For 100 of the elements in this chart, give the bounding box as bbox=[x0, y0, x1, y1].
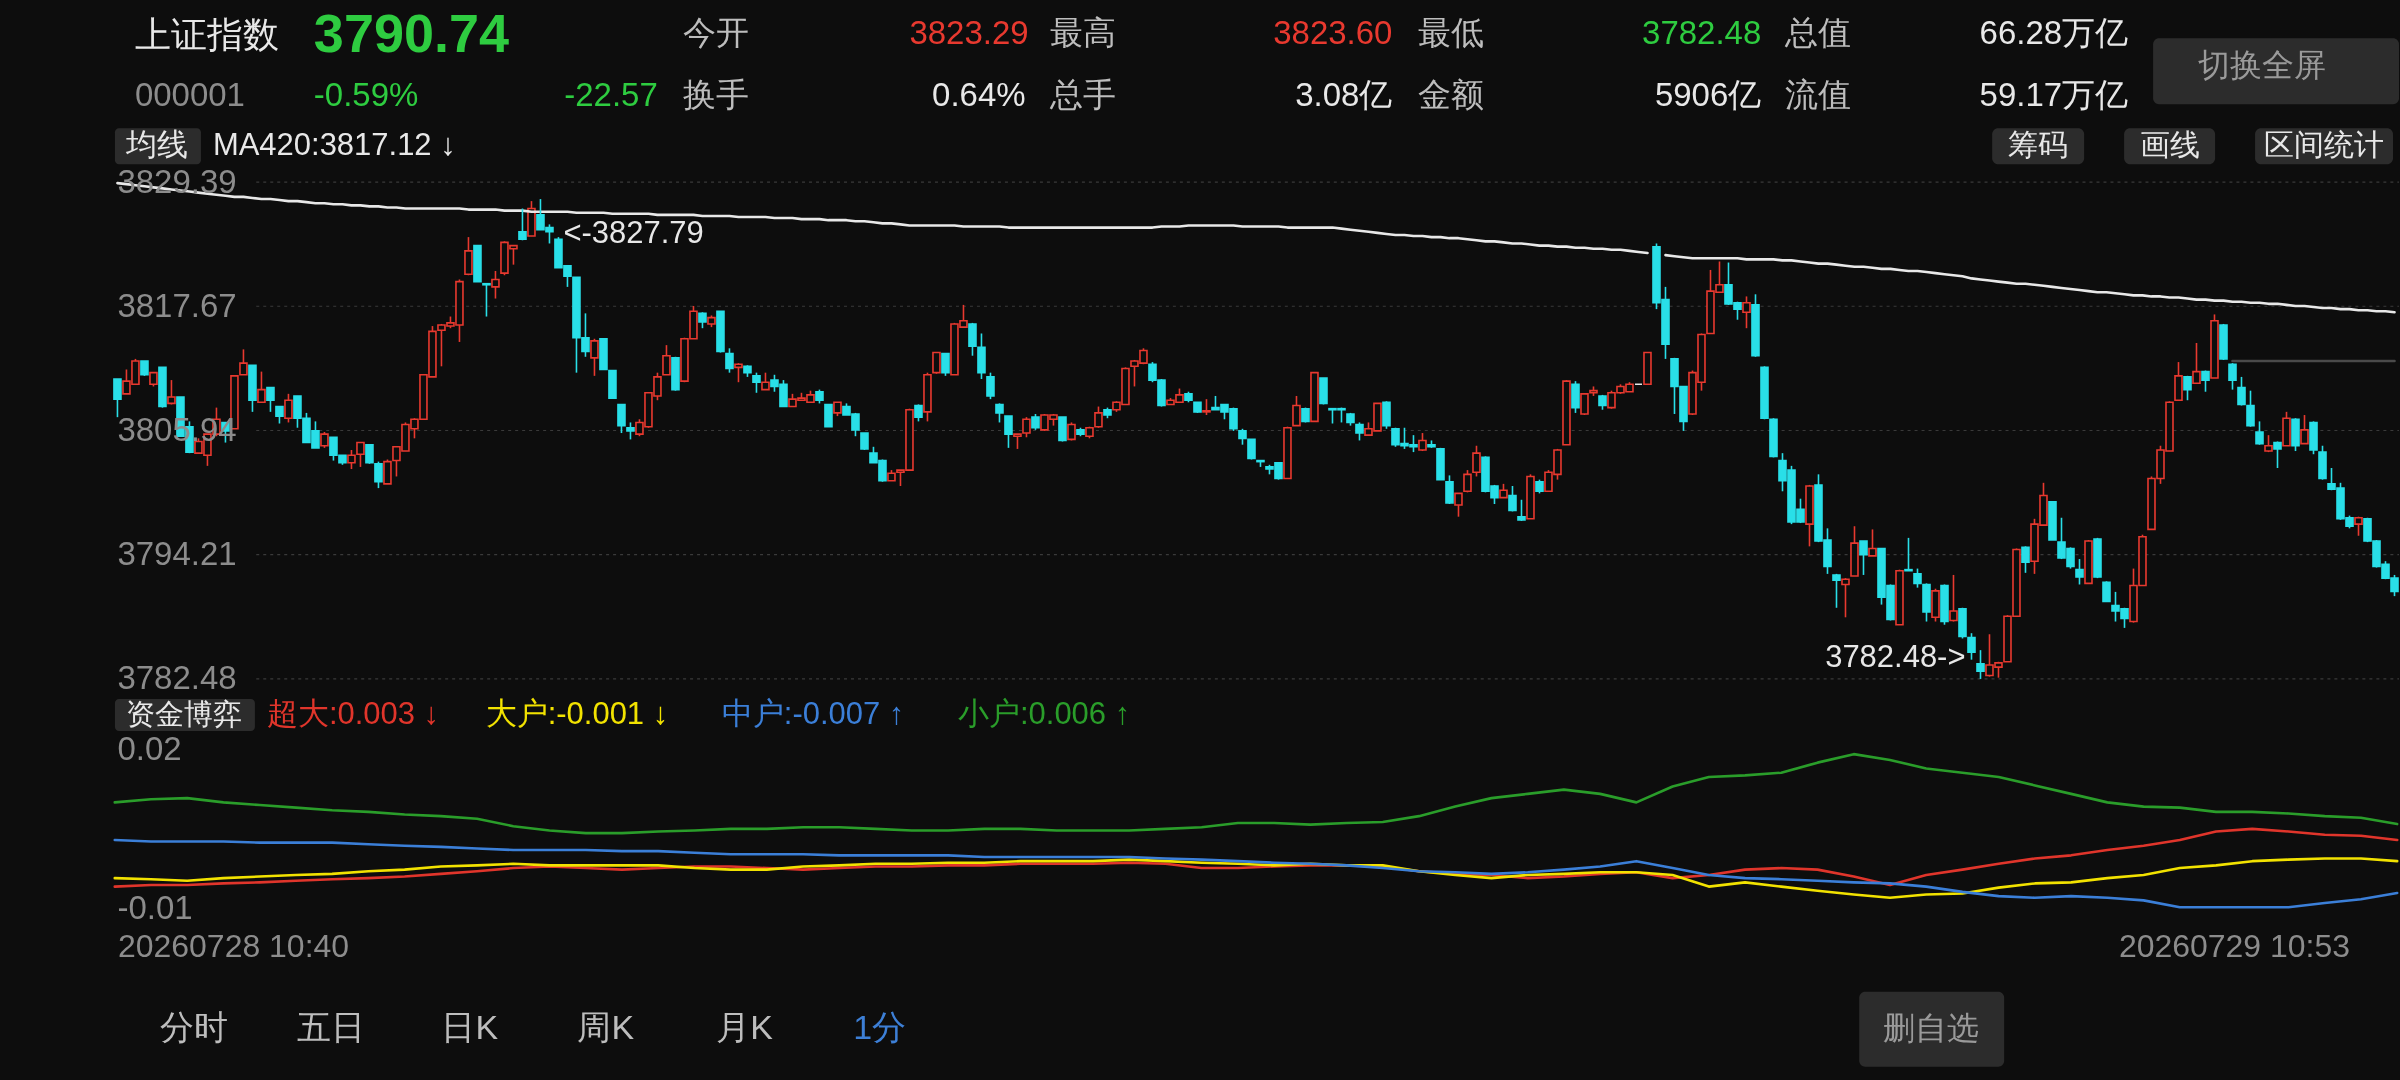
candlestick bbox=[662, 344, 671, 376]
candlestick bbox=[518, 207, 527, 242]
legend-title: 均线 bbox=[124, 127, 188, 163]
candlestick bbox=[284, 393, 293, 424]
text: 总手 bbox=[1048, 76, 1116, 114]
text: -22.57 bbox=[564, 76, 658, 114]
candlestick bbox=[1454, 492, 1463, 518]
candlestick bbox=[2237, 376, 2246, 407]
candlestick bbox=[932, 351, 941, 375]
text: 日K bbox=[441, 1007, 499, 1046]
y-tick-label: -0.01 bbox=[117, 889, 193, 927]
candlestick bbox=[1904, 537, 1913, 572]
candlestick bbox=[2246, 389, 2255, 428]
candlestick bbox=[995, 402, 1004, 424]
candlestick bbox=[1247, 438, 1256, 461]
y-tick-label: 3817.67 bbox=[117, 286, 237, 324]
candlestick bbox=[374, 460, 383, 489]
candlestick bbox=[1382, 400, 1391, 430]
text: 分时 bbox=[159, 1007, 228, 1046]
candlestick bbox=[491, 270, 500, 300]
text: 中户:-0.007 ↑ bbox=[721, 695, 905, 731]
text: 最高 bbox=[1049, 14, 1116, 52]
candlestick bbox=[2255, 420, 2264, 446]
text: 59.17万亿 bbox=[1979, 76, 2129, 114]
chart-subtitle: 000001 bbox=[134, 76, 245, 114]
candlestick bbox=[2300, 414, 2309, 445]
text: 20260729 10:53 bbox=[2118, 927, 2351, 964]
text: 筹码 bbox=[2008, 128, 2069, 162]
text: 3823.60 bbox=[1273, 14, 1393, 52]
text: 换手 bbox=[682, 76, 749, 114]
candlestick bbox=[2192, 342, 2201, 385]
candlestick bbox=[617, 403, 626, 434]
candlestick bbox=[167, 379, 176, 406]
text: 切换全屏 bbox=[2198, 47, 2327, 84]
candlestick bbox=[1967, 632, 1976, 661]
text: 20260728 10:40 bbox=[117, 927, 350, 964]
candlestick bbox=[1913, 567, 1922, 589]
candlestick bbox=[1445, 474, 1454, 505]
candlestick bbox=[986, 371, 995, 400]
text: 最低 bbox=[1418, 14, 1485, 52]
candlestick bbox=[1004, 415, 1013, 449]
candlestick bbox=[482, 282, 491, 318]
text: 总值 bbox=[1784, 14, 1852, 52]
candlestick bbox=[1868, 528, 1877, 557]
text: 画线 bbox=[2140, 128, 2201, 162]
candlestick bbox=[725, 347, 734, 374]
candlestick bbox=[1517, 498, 1526, 522]
candlestick bbox=[2273, 440, 2282, 469]
text: 五日 bbox=[296, 1007, 365, 1046]
annotation: 3782.48-> bbox=[1825, 638, 1966, 674]
candlestick bbox=[1571, 380, 1580, 414]
candlestick bbox=[257, 370, 266, 404]
candlestick bbox=[113, 378, 122, 418]
candlestick bbox=[266, 386, 275, 413]
candlestick bbox=[464, 236, 473, 277]
text: 1分 bbox=[853, 1007, 907, 1046]
candlestick bbox=[383, 458, 392, 485]
candlestick bbox=[734, 362, 743, 383]
text: 月K bbox=[716, 1007, 774, 1046]
candlestick bbox=[1976, 649, 1985, 680]
candlestick bbox=[1094, 405, 1103, 429]
text: 0.64% bbox=[932, 76, 1026, 114]
text: 小户:0.006 ↑ bbox=[957, 695, 1131, 731]
chart-title: 上证指数 bbox=[134, 14, 279, 56]
text: 超大:0.003 ↓ bbox=[266, 695, 440, 731]
candlestick bbox=[2021, 545, 2030, 574]
candlestick bbox=[2075, 558, 2084, 586]
candlestick bbox=[824, 403, 833, 428]
annotation: <-3827.79 bbox=[563, 215, 704, 251]
candlestick bbox=[1859, 540, 1868, 576]
text: 3.08亿 bbox=[1295, 76, 1393, 114]
text: 删自选 bbox=[1883, 1009, 1980, 1046]
candlestick bbox=[941, 352, 950, 377]
candlestick bbox=[590, 337, 599, 377]
candlestick bbox=[365, 443, 374, 465]
candlestick bbox=[1508, 485, 1517, 513]
text: -0.59% bbox=[313, 76, 419, 114]
candlestick bbox=[1058, 416, 1067, 443]
candlestick bbox=[1949, 574, 1958, 623]
text: 流值 bbox=[1785, 76, 1852, 114]
candlestick bbox=[1355, 421, 1364, 442]
y-tick-label: 0.02 bbox=[117, 730, 182, 768]
text: 大户:-0.001 ↓ bbox=[485, 695, 669, 731]
candlestick bbox=[2228, 362, 2237, 391]
candlestick bbox=[1292, 395, 1301, 427]
text: 今开 bbox=[682, 14, 749, 52]
text: 66.28万亿 bbox=[1979, 14, 2129, 52]
candlestick bbox=[752, 371, 761, 394]
text: 区间统计 bbox=[2264, 128, 2385, 162]
y-tick-label: 3794.21 bbox=[117, 535, 237, 573]
series-label: MA420:3817.12 ↓ bbox=[212, 127, 456, 163]
candlestick bbox=[2102, 580, 2111, 603]
candlestick bbox=[1832, 573, 1841, 609]
candlestick bbox=[2183, 375, 2192, 401]
candlestick bbox=[1472, 444, 1481, 478]
legend-title: 资金博弈 bbox=[125, 697, 242, 730]
text: 3782.48 bbox=[1642, 14, 1762, 52]
y-tick-label: 3782.48 bbox=[117, 659, 237, 697]
text: 3790.74 bbox=[313, 3, 509, 64]
candlestick bbox=[1841, 577, 1850, 619]
